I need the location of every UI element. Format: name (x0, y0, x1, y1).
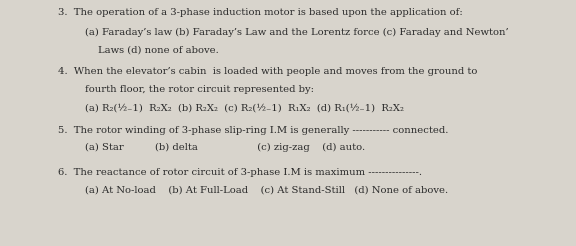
Text: (a) Star          (b) delta                   (c) zig-zag    (d) auto.: (a) Star (b) delta (c) zig-zag (d) auto. (85, 143, 365, 152)
Text: (a) R₂(½₋1)  R₂X₂  (b) R₂X₂  (c) R₂(½₋1)  R₁X₂  (d) R₁(½₋1)  R₂X₂: (a) R₂(½₋1) R₂X₂ (b) R₂X₂ (c) R₂(½₋1) R₁… (85, 104, 404, 113)
Text: 4.  When the elevator’s cabin  is loaded with people and moves from the ground t: 4. When the elevator’s cabin is loaded w… (58, 67, 477, 76)
Text: 5.  The rotor winding of 3-phase slip-ring I.M is generally ----------- connecte: 5. The rotor winding of 3-phase slip-rin… (58, 126, 448, 135)
Text: (a) Faraday’s law (b) Faraday’s Law and the Lorentz force (c) Faraday and Newton: (a) Faraday’s law (b) Faraday’s Law and … (85, 28, 509, 37)
Text: 3.  The operation of a 3-phase induction motor is based upon the application of:: 3. The operation of a 3-phase induction … (58, 8, 463, 17)
Text: fourth floor, the rotor circuit represented by:: fourth floor, the rotor circuit represen… (85, 85, 314, 94)
Text: Laws (d) none of above.: Laws (d) none of above. (98, 46, 218, 55)
Text: 6.  The reactance of rotor circuit of 3-phase I.M is maximum ---------------.: 6. The reactance of rotor circuit of 3-p… (58, 168, 422, 177)
Text: (a) At No-load    (b) At Full-Load    (c) At Stand-Still   (d) None of above.: (a) At No-load (b) At Full-Load (c) At S… (85, 186, 448, 195)
